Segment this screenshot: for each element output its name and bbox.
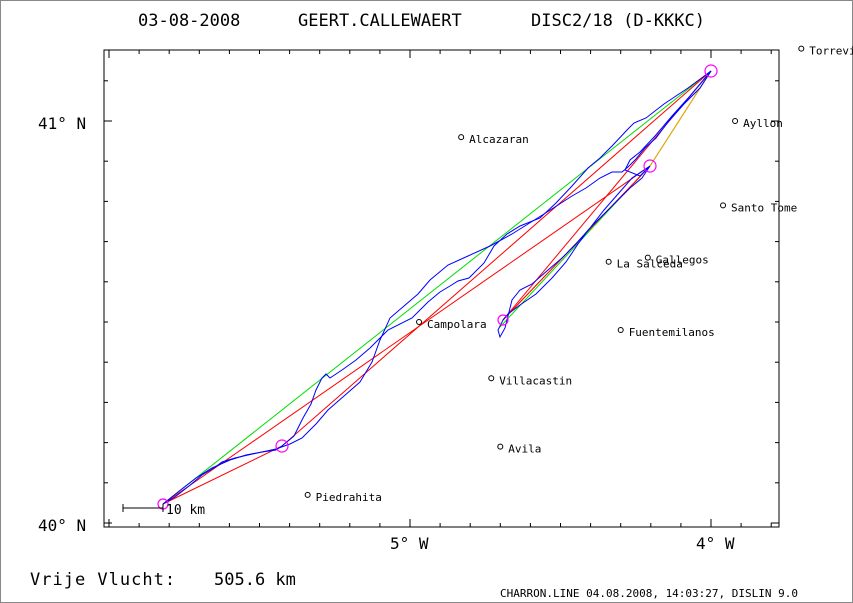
header-date: 03-08-2008 (138, 11, 240, 31)
town-marker (798, 45, 805, 52)
towns-layer: Torrevieja Ayllon Alcazaran Santo Tome Galle… (304, 45, 853, 504)
town-label: Gallegos (656, 254, 709, 267)
town-marker (720, 202, 727, 209)
turnpoint-2 (643, 159, 657, 173)
lon-label-5w: 5° W (390, 534, 429, 553)
town-marker (458, 134, 465, 141)
town-label: Alcazaran (469, 133, 529, 146)
town-label: Piedrahita (316, 491, 382, 504)
town-marker (605, 258, 612, 265)
turnpoint-4 (497, 314, 509, 326)
town-marker (644, 254, 651, 261)
town-label: Ayllon (743, 117, 783, 130)
green-leg (162, 70, 712, 505)
header-glider: DISC2/18 (D-KKKC) (531, 11, 705, 31)
distance-label: Vrije Vlucht: (30, 570, 176, 590)
town-label: Avila (508, 443, 541, 456)
town-label: La Salceda (617, 258, 683, 271)
track-segment-3 (497, 70, 712, 339)
turnpoint-1 (704, 64, 718, 78)
town-marker (416, 319, 423, 325)
plot-area (103, 49, 780, 528)
town-label: Campolara (427, 318, 487, 331)
distance-value: 505.6 km (214, 570, 296, 590)
scale-bar (122, 504, 164, 512)
town-marker (497, 443, 504, 450)
town-marker (732, 118, 739, 124)
town-label: Fuentemilanos (629, 326, 715, 339)
town-marker (304, 491, 311, 498)
town-label: Torrevieja (809, 45, 853, 58)
turnpoints (157, 64, 718, 510)
lat-label-40: 40° N (38, 516, 86, 535)
red-route-b (162, 165, 651, 505)
town-label: Santo Tome (731, 201, 797, 214)
lat-label-41: 41° N (38, 114, 86, 133)
track-segment-2 (162, 70, 712, 505)
town-marker (617, 327, 624, 334)
header-pilot: GEERT.CALLEWAERT (298, 11, 462, 31)
lon-label-4w: 4° W (696, 534, 735, 553)
axis-ticks (104, 50, 779, 527)
scale-label: 10 km (166, 503, 205, 518)
gps-track (162, 70, 712, 505)
straight-legs (162, 70, 712, 505)
turnpoint-3 (275, 439, 289, 453)
credit-line: CHARRON.LINE 04.08.2008, 14:03:27, DISLI… (500, 587, 798, 600)
town-marker (488, 375, 495, 382)
town-label: Villacastin (499, 374, 572, 387)
